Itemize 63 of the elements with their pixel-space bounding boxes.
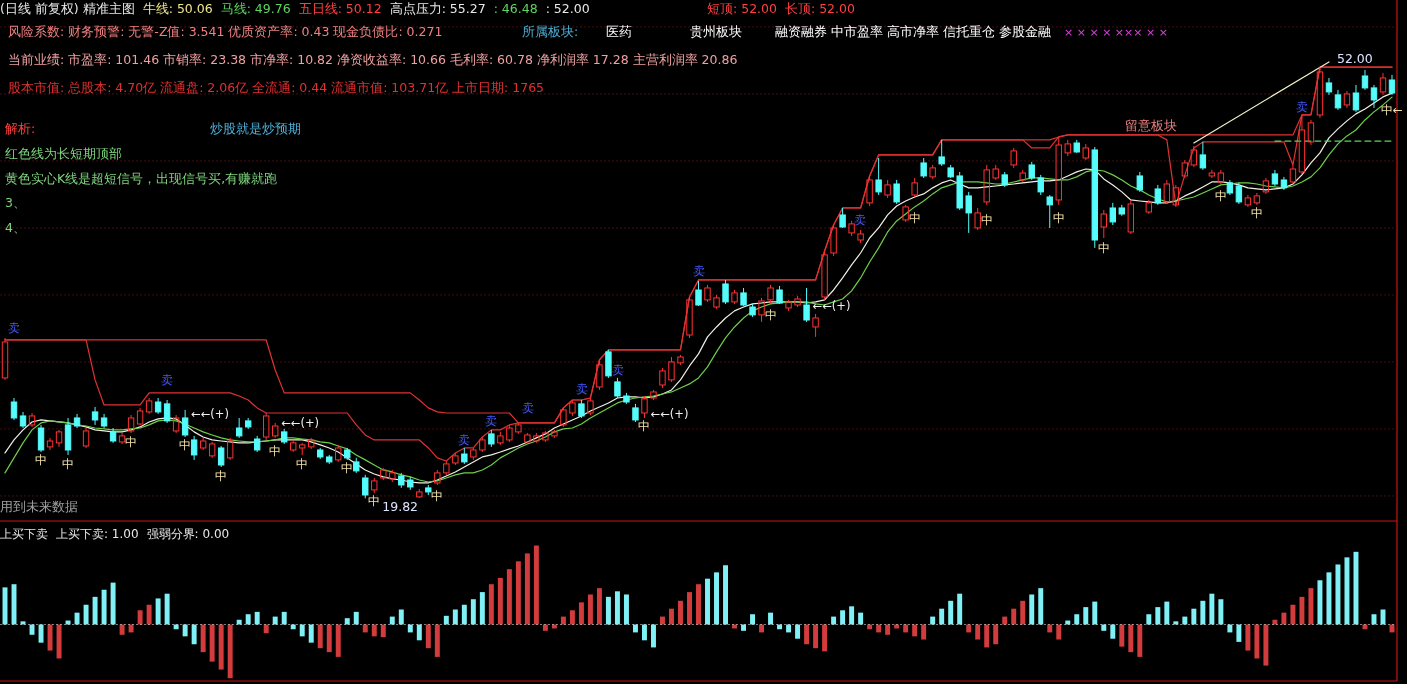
annotation: 医药: [606, 24, 632, 39]
signal: 中: [1052, 210, 1065, 225]
title: (日线 前复权) 精准主图: [0, 1, 135, 16]
annotation: 3、: [5, 195, 26, 210]
signal: 中: [62, 456, 75, 471]
annotation: 短顶: 52.00: [707, 1, 777, 16]
signal: 卖: [161, 373, 174, 388]
annotation: 强弱分界: 0.00: [146, 527, 230, 541]
price-label: 52.00: [1336, 51, 1373, 67]
annotation: : 46.48: [493, 1, 538, 16]
signal: 中: [431, 488, 444, 503]
signal: 卖: [1295, 99, 1308, 114]
annotation: 风险系数: 财务预警: 无警-Z值: 3.541 优质资产率: 0.43 现金负债比: 0.271: [8, 24, 443, 39]
signal: 中: [980, 213, 993, 228]
signal: 卖: [611, 362, 624, 377]
annotation: 解析:: [5, 121, 36, 136]
signal: 中: [908, 210, 921, 225]
annotation: 红色线为长短期顶部: [5, 146, 122, 161]
signal: 中: [341, 461, 354, 476]
signal: 卖: [854, 213, 867, 228]
annotation: 高点压力: 55.27: [389, 1, 486, 16]
annotation: 贵州板块: [690, 24, 742, 39]
signal: 中: [1250, 205, 1263, 220]
signal: 卖: [8, 321, 20, 336]
signal: 中: [368, 494, 381, 509]
annotation: 用到未来数据: [0, 499, 78, 514]
annotation: 五日线: 50.12: [298, 1, 382, 16]
signal: 中: [638, 419, 651, 434]
signal: 中: [296, 456, 309, 471]
annotation: : 52.00: [545, 1, 590, 16]
signal: 中: [125, 435, 138, 450]
signal: ←←(+): [812, 299, 851, 314]
signal: 中: [179, 438, 192, 453]
annotation: 长顶: 52.00: [785, 1, 855, 16]
annotation: 所属板块:: [522, 24, 579, 39]
annotation: × × × × ××× × ×: [1064, 26, 1168, 39]
signal: 中: [35, 453, 47, 468]
signal: ←←(+): [281, 415, 320, 430]
signal: ←←(+): [650, 406, 689, 421]
annotation: 炒股就是炒预期: [210, 121, 301, 136]
signal: 中: [1097, 240, 1110, 255]
signal: 中←: [1380, 102, 1403, 117]
annotation: 当前业绩: 市盈率: 101.46 市销率: 23.38 市净率: 10.82 净资收益率: 10.66 毛利率: 60.78 净利润率 17.28 主营利润率 20.86: [8, 52, 738, 67]
signal: 中: [1214, 189, 1227, 204]
annotation: 4、: [5, 220, 26, 235]
signal: 卖: [485, 414, 498, 429]
signal: 卖: [692, 263, 705, 278]
price-label: 19.82: [382, 499, 419, 515]
annotation: 马线: 49.76: [220, 1, 291, 16]
signal: ←←(+): [191, 406, 229, 421]
signal: 中: [764, 308, 777, 323]
signal: 卖: [521, 401, 534, 416]
annotation: 留意板块: [1125, 118, 1177, 133]
title: 上买下卖: [0, 527, 48, 541]
annotation: 黄色实心K线是超短信号，出现信号买,有赚就跑: [5, 171, 278, 186]
signal: 中: [215, 468, 228, 483]
signal: 卖: [458, 432, 471, 447]
annotation: 上买下卖: 1.00: [56, 527, 139, 541]
annotation: 融资融券 中市盈率 高市净率 信托重仓 参股金融: [775, 24, 1051, 39]
signal: 中: [269, 443, 282, 458]
signal: 卖: [575, 382, 588, 397]
annotation: 股本市值: 总股本: 4.70亿 流通盘: 2.06亿 全流通: 0.44 流通市值: 103.71亿 上市日期: 1765: [8, 80, 545, 95]
annotation: 牛线: 50.06: [142, 1, 213, 16]
